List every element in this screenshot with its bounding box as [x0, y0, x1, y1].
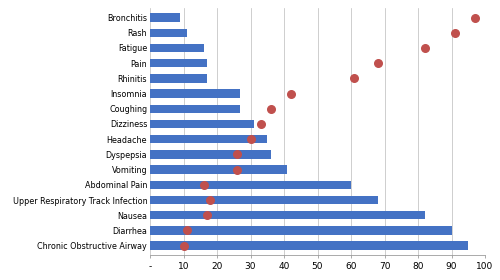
Bar	[150, 241, 468, 250]
Bar	[150, 181, 351, 189]
Bar	[150, 226, 452, 235]
Point	[180, 243, 188, 248]
Bar	[150, 196, 378, 204]
Bar	[150, 59, 207, 67]
Point	[471, 15, 479, 20]
Bar	[150, 105, 240, 113]
Point	[233, 167, 241, 172]
Bar	[150, 44, 204, 52]
Point	[203, 213, 211, 218]
Bar	[150, 211, 424, 220]
Bar	[150, 135, 267, 143]
Point	[233, 152, 241, 157]
Bar	[150, 29, 187, 37]
Point	[266, 107, 274, 111]
Bar	[150, 89, 240, 98]
Point	[183, 228, 191, 233]
Bar	[150, 165, 288, 174]
Point	[286, 91, 294, 96]
Point	[256, 122, 264, 126]
Bar	[150, 74, 207, 83]
Point	[420, 46, 428, 50]
Point	[451, 31, 459, 35]
Point	[374, 61, 382, 66]
Bar	[150, 13, 180, 22]
Point	[350, 76, 358, 81]
Bar	[150, 150, 270, 158]
Bar	[150, 120, 254, 128]
Point	[246, 137, 254, 141]
Point	[200, 183, 207, 187]
Point	[206, 198, 214, 202]
